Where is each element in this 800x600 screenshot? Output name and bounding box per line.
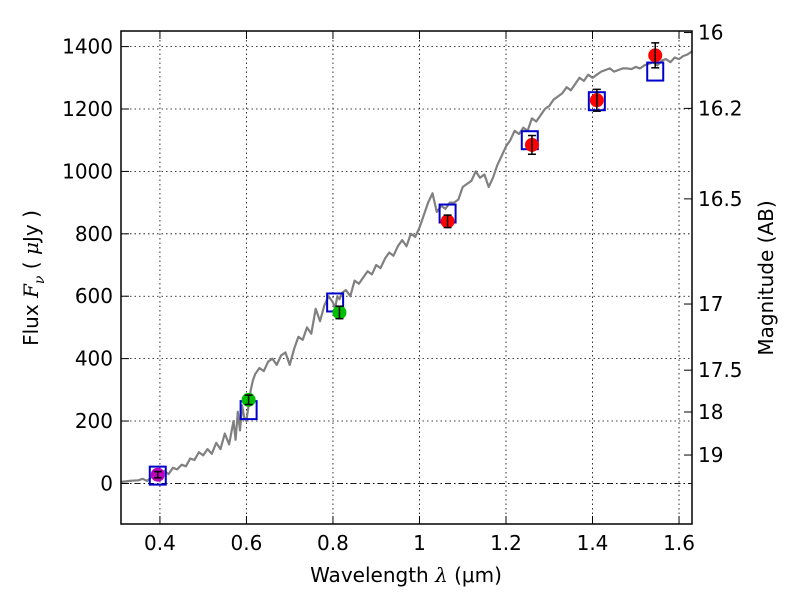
right-tick-label: 16.2	[698, 96, 743, 120]
y-tick-label: 1200	[62, 97, 113, 121]
spectrum-line	[120, 50, 693, 483]
x-tick-label: 1.6	[663, 531, 695, 555]
x-tick-label: 1.4	[577, 531, 609, 555]
x-tick-label: 1.2	[490, 531, 522, 555]
markers-layer	[148, 42, 665, 486]
y-tick-label: 1000	[62, 159, 113, 183]
y-tick-label: 1400	[62, 35, 113, 59]
right-axis-label: Magnitude (AB)	[754, 200, 778, 355]
x-tick-label: 0.4	[144, 531, 176, 555]
spectrum-layer	[120, 50, 693, 483]
model-square-marker	[148, 465, 167, 486]
right-tick-label: 17	[698, 292, 723, 316]
plot-frame	[120, 30, 693, 525]
y-tick-label: 0	[100, 471, 113, 495]
x-axis-label: Wavelength λ (μm)	[310, 563, 502, 587]
y-tick-label: 400	[75, 347, 113, 371]
right-tick-label: 19	[698, 443, 723, 467]
right-tick-label: 16	[698, 21, 723, 45]
x-tick-label: 0.8	[317, 531, 349, 555]
y-axis-label: Flux Fν ( μJy )	[19, 210, 48, 346]
grid	[121, 31, 692, 524]
ticks-layer	[121, 31, 692, 524]
tick-labels-layer: 0.4 0.6 0.8 1 1.2 1.4 1.6 0 200 400 600 800 1000 1200…	[62, 21, 742, 555]
right-tick-label: 17.5	[698, 358, 743, 382]
y-tick-label: 800	[75, 222, 113, 246]
right-tick-label: 18	[698, 400, 723, 424]
x-tick-label: 1	[413, 531, 426, 555]
y-tick-label: 600	[75, 284, 113, 308]
right-tick-label: 16.5	[698, 187, 743, 211]
y-tick-label: 200	[75, 409, 113, 433]
x-tick-label: 0.6	[231, 531, 263, 555]
